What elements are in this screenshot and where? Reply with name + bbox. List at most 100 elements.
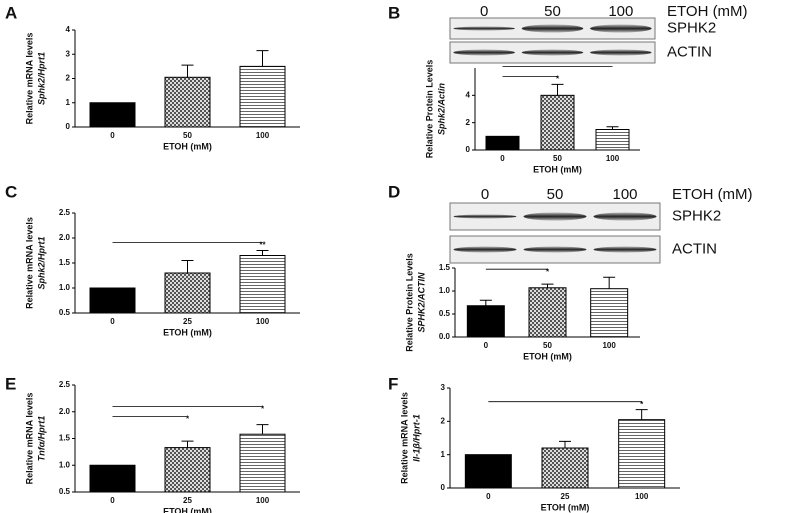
panel-letter: C: [5, 182, 17, 201]
y-axis-label: Relative mRNA levels: [24, 393, 34, 485]
blot-band: [453, 49, 515, 56]
x-tick-label: 0: [110, 496, 115, 505]
blot-band: [521, 49, 584, 56]
y-tick-label: 1.0: [59, 283, 71, 292]
y-tick-label: 0.5: [439, 309, 451, 318]
x-tick-label: 0: [110, 131, 115, 140]
error-bar: [635, 409, 648, 420]
y-tick-label: 0: [441, 483, 446, 492]
blot-band: [523, 246, 587, 253]
significance-label: *: [261, 405, 265, 414]
y-tick-label: 1.0: [439, 286, 451, 295]
y-tick-label: 0: [66, 122, 71, 131]
x-axis-label: ETOH (mM): [533, 164, 582, 174]
bar: [466, 305, 505, 338]
error-bar: [256, 50, 269, 67]
x-axis-label: ETOH (mM): [163, 506, 212, 513]
bar: [540, 94, 575, 151]
y-axis-label: Relative Protein Levels: [424, 60, 434, 159]
lane-label: 50: [544, 3, 561, 20]
error-bar: [256, 424, 269, 435]
condition-label: ETOH (mM): [667, 3, 748, 20]
error-bar: [181, 440, 194, 448]
bar: [590, 288, 629, 338]
bar: [485, 135, 520, 151]
condition-label: ETOH (mM): [672, 186, 753, 203]
blot-band: [453, 246, 517, 253]
x-tick-label: 25: [561, 492, 570, 501]
y-tick-label: 1.0: [59, 460, 71, 469]
y-axis-label: Tnfα/Hprt1: [36, 416, 46, 462]
y-tick-label: 3: [441, 383, 446, 392]
error-bar: [181, 64, 194, 78]
band-label: SPHK2: [672, 207, 721, 224]
panel-letter: E: [5, 374, 16, 393]
bar: [164, 76, 211, 128]
x-tick-label: 25: [183, 496, 192, 505]
bar: [239, 433, 286, 493]
y-axis-label: Sphk2/Hprt1: [36, 236, 46, 289]
bar: [618, 419, 666, 489]
panel-letter: F: [388, 374, 398, 393]
band-label: ACTIN: [672, 240, 717, 257]
y-tick-label: 1: [441, 450, 446, 459]
lane-label: 50: [547, 186, 564, 203]
blot-band: [593, 212, 657, 221]
y-tick-label: 2.5: [59, 208, 71, 217]
x-tick-label: 0: [484, 341, 489, 350]
blot-band: [453, 26, 515, 31]
y-axis-label: Relative mRNA levels: [399, 392, 409, 484]
band-label: ACTIN: [667, 43, 712, 60]
y-tick-label: 0: [466, 145, 471, 154]
bar: [89, 464, 136, 493]
bar: [164, 447, 211, 493]
x-tick-label: 0: [486, 492, 491, 501]
significance-label: *: [556, 75, 560, 84]
panel-letter: D: [388, 182, 400, 201]
y-tick-label: 0.0: [439, 332, 451, 341]
x-axis-label: ETOH (mM): [163, 141, 212, 151]
y-axis-label: Relative mRNA levels: [24, 217, 34, 309]
significance-label: **: [259, 241, 266, 250]
x-tick-label: 100: [635, 492, 649, 501]
y-axis-label: Relative mRNA levels: [24, 33, 34, 125]
error-bar: [559, 440, 571, 448]
bar: [239, 255, 286, 314]
bar: [89, 287, 136, 314]
x-tick-label: 50: [553, 154, 562, 163]
y-tick-label: 3: [66, 49, 71, 58]
y-axis-label: SPHK2/ACTIN: [416, 272, 426, 333]
y-tick-label: 4: [466, 90, 471, 99]
y-tick-label: 2.0: [59, 407, 71, 416]
error-bar: [551, 83, 564, 96]
significance-label: *: [186, 415, 190, 424]
bar: [464, 454, 512, 489]
y-axis-label: Sphk2/Hprt1: [36, 52, 46, 105]
y-tick-label: 2: [441, 416, 446, 425]
lane-label: 100: [608, 3, 633, 20]
x-axis-label: ETOH (mM): [523, 351, 572, 361]
blot-band: [590, 24, 652, 33]
lane-label: 100: [612, 186, 637, 203]
x-axis-label: ETOH (mM): [541, 502, 590, 512]
y-tick-label: 1.5: [59, 258, 71, 267]
x-tick-label: 50: [543, 341, 552, 350]
bar: [528, 287, 567, 338]
y-axis-label: Sphk2/Actin: [436, 82, 446, 135]
x-axis-label: ETOH (mM): [163, 327, 212, 337]
error-bar: [541, 283, 554, 288]
lane-label: 0: [480, 3, 488, 20]
y-tick-label: 1: [66, 98, 71, 107]
y-tick-label: 1.5: [59, 434, 71, 443]
bar: [164, 272, 211, 314]
error-bar: [606, 126, 619, 130]
x-tick-label: 25: [183, 317, 192, 326]
x-tick-label: 100: [256, 496, 270, 505]
blot-band: [453, 214, 517, 219]
panel-letter: A: [5, 3, 17, 22]
y-tick-label: 0.5: [59, 487, 71, 496]
y-tick-label: 2.0: [59, 233, 71, 242]
error-bar: [603, 276, 616, 289]
